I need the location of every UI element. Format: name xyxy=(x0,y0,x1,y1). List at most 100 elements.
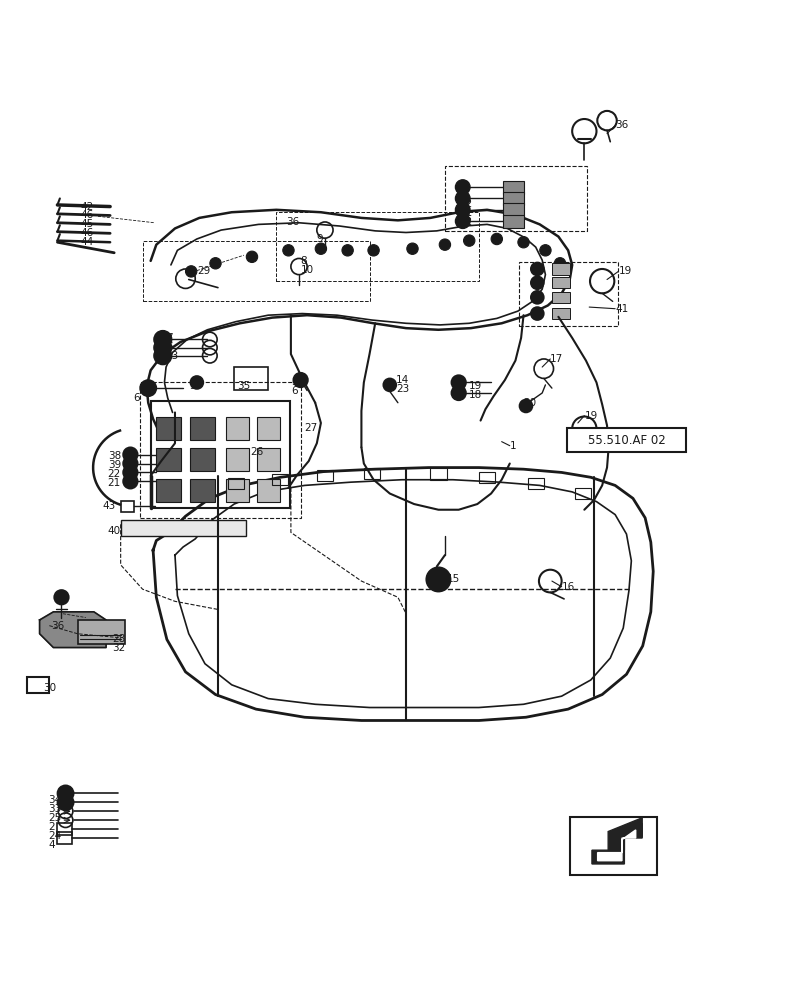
Circle shape xyxy=(519,399,532,412)
Text: 6: 6 xyxy=(166,342,173,352)
Text: 14: 14 xyxy=(396,375,409,385)
Text: 39: 39 xyxy=(108,460,121,470)
Bar xyxy=(157,448,180,471)
Bar xyxy=(256,448,279,471)
Text: 45: 45 xyxy=(80,219,93,229)
Circle shape xyxy=(426,567,450,592)
Circle shape xyxy=(383,378,396,391)
Text: 12: 12 xyxy=(460,217,473,227)
Bar xyxy=(566,428,685,452)
Bar xyxy=(569,817,656,875)
Text: 18: 18 xyxy=(469,390,482,400)
Bar xyxy=(551,277,569,288)
Circle shape xyxy=(54,590,69,605)
Bar xyxy=(27,677,49,693)
Circle shape xyxy=(58,794,74,810)
Circle shape xyxy=(123,447,138,462)
Text: 29: 29 xyxy=(196,266,210,276)
Text: 11: 11 xyxy=(460,208,473,218)
Bar xyxy=(256,417,279,440)
Text: 25: 25 xyxy=(49,813,62,823)
Text: 13: 13 xyxy=(166,351,179,361)
Circle shape xyxy=(341,245,353,256)
Circle shape xyxy=(539,245,551,256)
Text: 38: 38 xyxy=(108,451,121,461)
Text: 20: 20 xyxy=(523,398,536,408)
Bar xyxy=(190,448,214,471)
Text: 4: 4 xyxy=(49,840,55,850)
Text: 5: 5 xyxy=(460,190,466,200)
Text: 23: 23 xyxy=(396,384,409,394)
Text: 7: 7 xyxy=(166,333,173,343)
Circle shape xyxy=(491,233,502,245)
Bar xyxy=(157,417,180,440)
Text: 27: 27 xyxy=(304,423,318,433)
Text: 36: 36 xyxy=(285,217,299,227)
Circle shape xyxy=(463,235,474,246)
Circle shape xyxy=(123,465,138,480)
Text: 15: 15 xyxy=(446,574,459,584)
Bar xyxy=(519,262,618,326)
Circle shape xyxy=(123,474,138,489)
Text: 12: 12 xyxy=(460,199,473,209)
Circle shape xyxy=(439,239,450,250)
Text: 6: 6 xyxy=(134,393,140,403)
Circle shape xyxy=(209,258,221,269)
Bar xyxy=(151,401,290,508)
Circle shape xyxy=(293,373,307,387)
Circle shape xyxy=(406,243,418,254)
Text: 33: 33 xyxy=(49,804,62,814)
Circle shape xyxy=(123,456,138,471)
Bar xyxy=(227,478,243,489)
Circle shape xyxy=(530,276,543,289)
Text: 17: 17 xyxy=(550,354,563,364)
Text: 46: 46 xyxy=(80,228,93,238)
Text: 24: 24 xyxy=(49,831,62,841)
Text: 34: 34 xyxy=(49,795,62,805)
Text: 35: 35 xyxy=(237,381,251,391)
Circle shape xyxy=(315,243,326,254)
Circle shape xyxy=(282,245,294,256)
Text: 2: 2 xyxy=(49,822,55,832)
Text: 3: 3 xyxy=(56,596,62,606)
Text: 26: 26 xyxy=(250,447,264,457)
Circle shape xyxy=(140,380,157,396)
Bar xyxy=(316,470,333,481)
Circle shape xyxy=(190,376,203,389)
Bar xyxy=(272,474,288,485)
Polygon shape xyxy=(591,823,642,864)
Circle shape xyxy=(530,307,543,320)
Text: 10: 10 xyxy=(300,265,313,275)
Bar xyxy=(157,479,180,502)
Circle shape xyxy=(185,266,196,277)
Circle shape xyxy=(455,180,470,194)
Circle shape xyxy=(451,375,466,390)
Text: 28: 28 xyxy=(113,634,126,644)
Bar xyxy=(551,308,569,319)
Bar xyxy=(225,448,248,471)
Bar xyxy=(551,292,569,303)
Bar xyxy=(143,241,369,301)
Text: 32: 32 xyxy=(113,643,126,653)
Bar xyxy=(121,520,246,536)
Text: 42: 42 xyxy=(80,202,93,212)
Bar xyxy=(58,832,72,844)
Text: 21: 21 xyxy=(108,478,121,488)
Text: 36: 36 xyxy=(51,621,64,631)
Bar xyxy=(140,382,300,518)
Text: 40: 40 xyxy=(108,526,121,536)
Text: 44: 44 xyxy=(80,237,93,247)
Circle shape xyxy=(451,386,466,400)
Bar xyxy=(430,468,446,480)
Bar xyxy=(478,472,495,483)
Circle shape xyxy=(455,191,470,206)
Bar xyxy=(444,166,586,231)
Text: 1: 1 xyxy=(509,441,516,451)
Bar xyxy=(256,479,279,502)
Bar xyxy=(234,367,268,390)
Text: 46: 46 xyxy=(80,210,93,220)
Bar xyxy=(503,181,523,194)
Circle shape xyxy=(154,331,171,348)
Text: 8: 8 xyxy=(300,256,307,266)
Bar xyxy=(190,417,214,440)
